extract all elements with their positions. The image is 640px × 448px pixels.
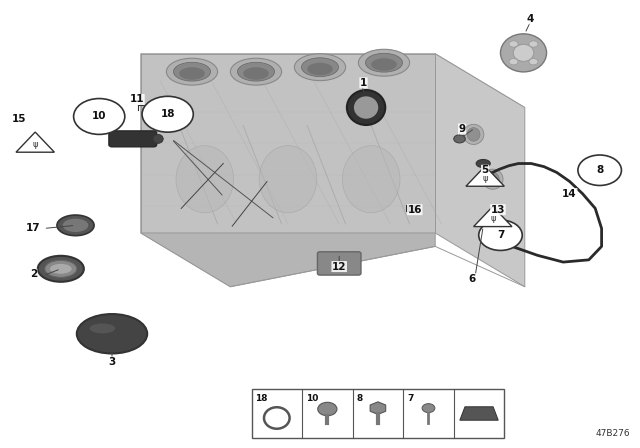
Text: 47B276: 47B276	[596, 429, 630, 438]
Circle shape	[509, 41, 518, 47]
Text: 10: 10	[92, 112, 106, 121]
Ellipse shape	[307, 63, 333, 75]
Ellipse shape	[294, 54, 346, 81]
Text: 8: 8	[356, 394, 363, 403]
Ellipse shape	[365, 53, 403, 72]
Polygon shape	[141, 54, 435, 233]
Circle shape	[529, 59, 538, 65]
Ellipse shape	[230, 58, 282, 85]
FancyBboxPatch shape	[109, 131, 157, 147]
Polygon shape	[141, 54, 525, 108]
Text: 10: 10	[306, 394, 318, 403]
Ellipse shape	[173, 62, 211, 81]
Ellipse shape	[483, 169, 503, 189]
Text: 15: 15	[12, 114, 26, 124]
Text: 13: 13	[491, 205, 505, 215]
Ellipse shape	[63, 219, 88, 232]
Text: 5: 5	[481, 165, 489, 175]
Text: 17: 17	[26, 224, 40, 233]
Text: 2: 2	[29, 269, 37, 279]
Polygon shape	[474, 207, 512, 227]
Bar	[406, 205, 417, 211]
Text: 1: 1	[360, 78, 367, 88]
Polygon shape	[460, 407, 499, 420]
Ellipse shape	[486, 172, 499, 186]
Text: ψ: ψ	[490, 214, 495, 223]
Text: 18: 18	[255, 394, 268, 403]
Ellipse shape	[77, 314, 147, 353]
Text: 8: 8	[596, 165, 604, 175]
Ellipse shape	[463, 125, 484, 145]
Ellipse shape	[38, 256, 84, 282]
Text: 6: 6	[468, 274, 476, 284]
Polygon shape	[141, 54, 230, 287]
Text: 4: 4	[526, 14, 534, 24]
Circle shape	[578, 155, 621, 185]
Text: 3: 3	[108, 357, 116, 367]
Circle shape	[479, 220, 522, 250]
Ellipse shape	[50, 264, 72, 274]
Polygon shape	[435, 54, 525, 287]
Circle shape	[142, 96, 193, 132]
Ellipse shape	[243, 67, 269, 80]
Ellipse shape	[342, 146, 400, 213]
Text: ψ: ψ	[483, 174, 488, 183]
Text: 11: 11	[130, 95, 144, 104]
Ellipse shape	[513, 44, 534, 61]
Circle shape	[317, 402, 337, 416]
Bar	[252, 389, 504, 438]
Text: 16: 16	[408, 205, 422, 215]
Polygon shape	[370, 402, 386, 414]
Ellipse shape	[57, 215, 94, 236]
Ellipse shape	[259, 146, 317, 213]
Text: 12: 12	[332, 262, 346, 271]
Ellipse shape	[179, 67, 205, 80]
Text: ψ: ψ	[33, 140, 38, 149]
Ellipse shape	[176, 146, 234, 213]
Circle shape	[529, 41, 538, 47]
Ellipse shape	[467, 128, 480, 141]
Polygon shape	[16, 132, 54, 152]
Ellipse shape	[454, 135, 465, 143]
Ellipse shape	[500, 34, 547, 72]
Polygon shape	[466, 166, 504, 186]
Ellipse shape	[153, 134, 163, 143]
Ellipse shape	[90, 323, 115, 333]
Text: 7: 7	[497, 230, 504, 240]
Text: 9: 9	[458, 124, 466, 134]
Text: 14: 14	[563, 189, 577, 198]
Circle shape	[74, 99, 125, 134]
Ellipse shape	[476, 159, 490, 168]
Text: 18: 18	[161, 109, 175, 119]
Circle shape	[422, 404, 435, 413]
Ellipse shape	[354, 96, 378, 119]
Ellipse shape	[371, 58, 397, 71]
Polygon shape	[141, 233, 435, 287]
Ellipse shape	[166, 58, 218, 85]
Circle shape	[509, 59, 518, 65]
Ellipse shape	[358, 49, 410, 76]
Ellipse shape	[237, 62, 275, 81]
FancyBboxPatch shape	[317, 252, 361, 275]
Ellipse shape	[347, 90, 385, 125]
Ellipse shape	[301, 58, 339, 77]
Ellipse shape	[45, 260, 77, 277]
Text: 7: 7	[407, 394, 413, 403]
